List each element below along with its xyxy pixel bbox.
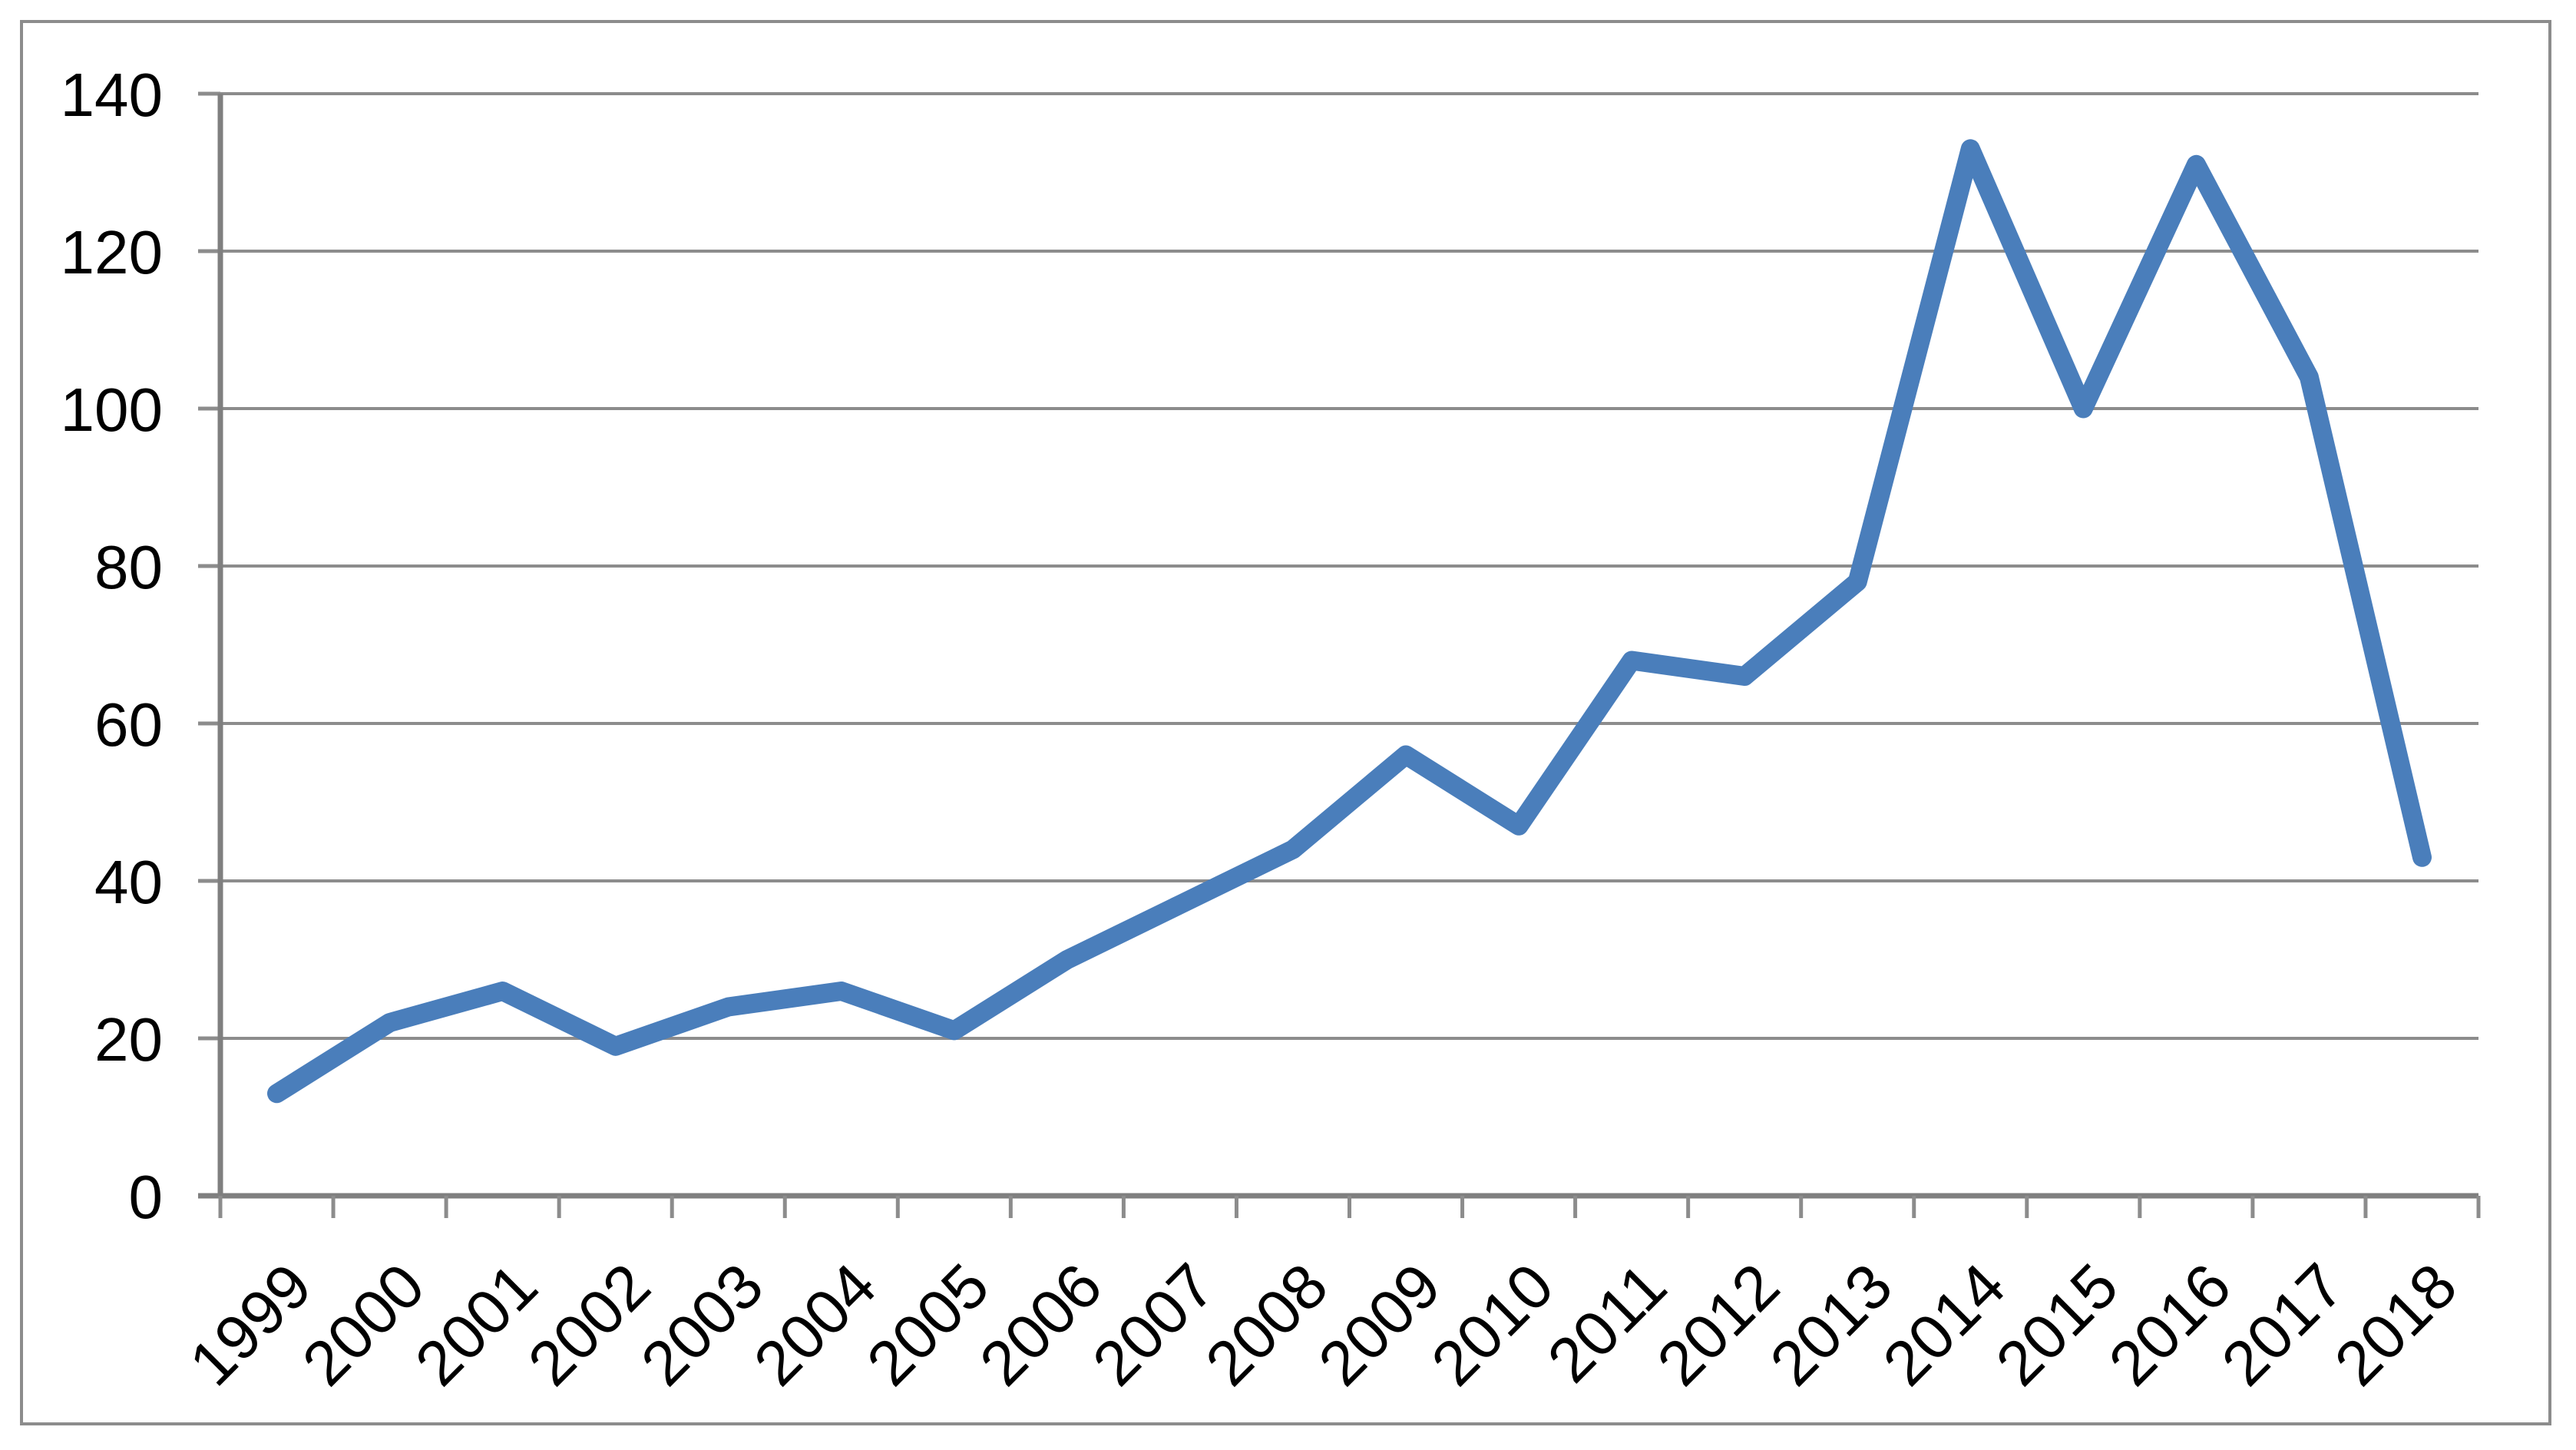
x-tick-label: 2000 (289, 1250, 438, 1399)
x-tick-label: 2014 (1870, 1250, 2019, 1399)
x-tick-label: 2005 (854, 1250, 1002, 1399)
x-tick-label: 2009 (1305, 1250, 1453, 1399)
x-tick-label: 2001 (402, 1250, 551, 1399)
y-tick-label: 40 (94, 848, 163, 916)
y-tick-label: 120 (61, 218, 163, 286)
x-tick-label: 2003 (628, 1250, 776, 1399)
x-tick-label: 2017 (2209, 1250, 2357, 1399)
x-tick-label: 2007 (1080, 1250, 1228, 1399)
x-tick-label: 2012 (1645, 1250, 1793, 1399)
x-tick-label: 2010 (1418, 1250, 1566, 1399)
x-tick-label: 2006 (967, 1250, 1115, 1399)
x-tick-label: 2011 (1535, 1250, 1680, 1395)
x-tick-label: 2015 (1983, 1250, 2131, 1399)
x-tick-label: 2013 (1758, 1250, 1906, 1399)
x-tick-label: 2002 (515, 1250, 663, 1399)
x-tick-label: 2016 (2096, 1250, 2244, 1399)
y-tick-label: 0 (129, 1163, 164, 1231)
x-tick-label: 2004 (741, 1250, 889, 1399)
y-tick-label: 80 (94, 533, 163, 601)
y-tick-label: 100 (61, 376, 163, 444)
x-tick-label: 2018 (2322, 1250, 2470, 1399)
y-tick-label: 60 (94, 690, 163, 759)
y-tick-label: 140 (61, 61, 163, 129)
series-line (267, 139, 2432, 1104)
x-tick-label: 2008 (1192, 1250, 1341, 1399)
x-tick-label: 1999 (177, 1250, 325, 1399)
y-tick-label: 20 (94, 1005, 163, 1074)
